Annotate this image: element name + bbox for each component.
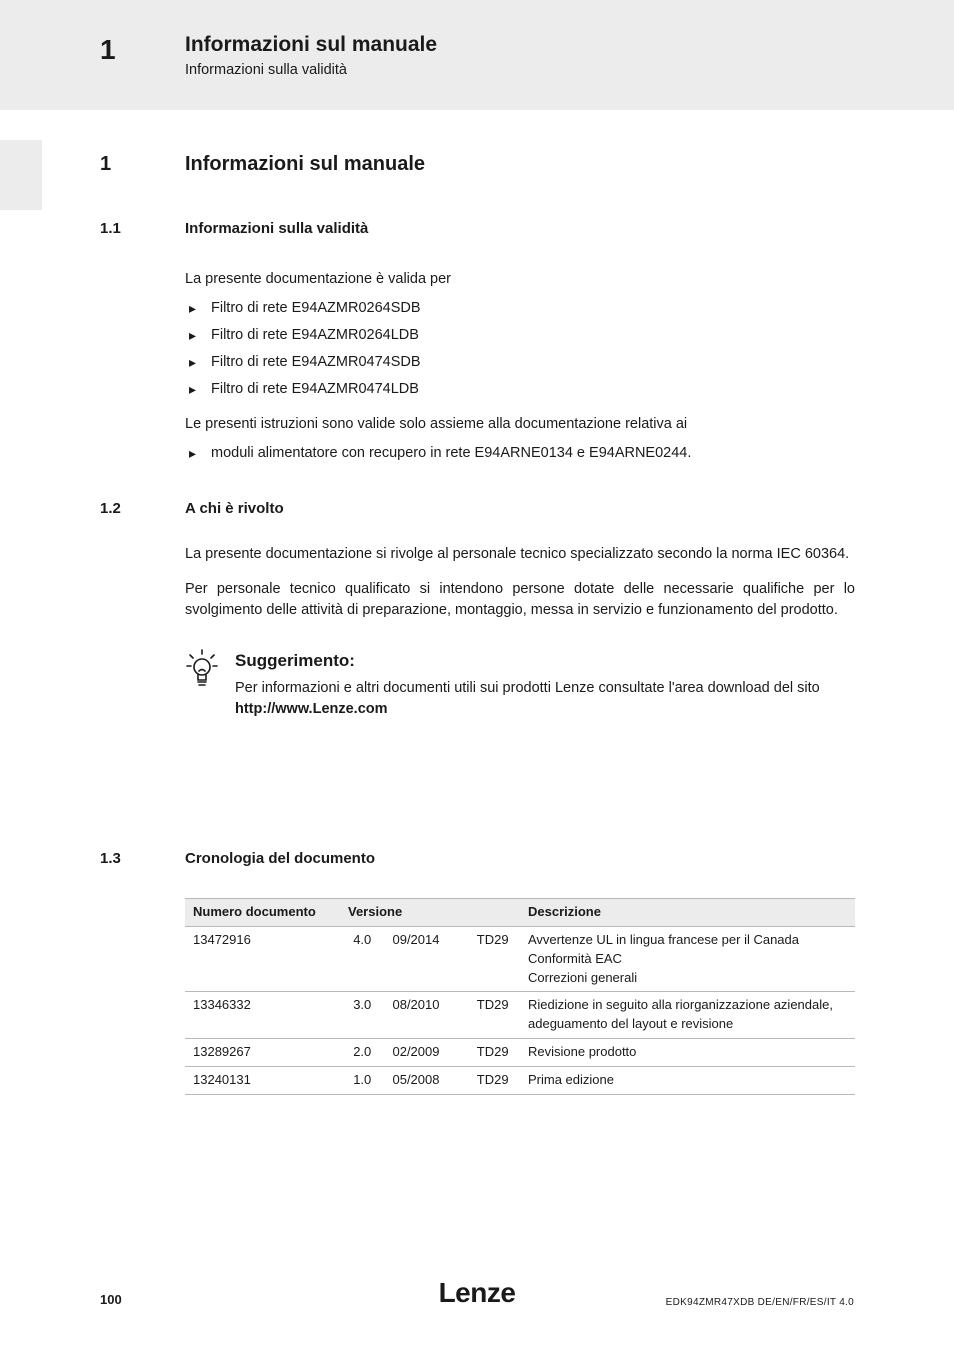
cell-date: 09/2014 [384,926,465,992]
side-tab [0,140,42,210]
validity-after: Le presenti istruzioni sono valide solo … [185,414,855,435]
subsection-number: 1.2 [100,498,170,520]
list-item: moduli alimentatore con recupero in rete… [185,443,855,464]
table-row: 13346332 3.0 08/2010 TD29 Riedizione in … [185,992,855,1039]
cell-date: 02/2009 [384,1039,465,1067]
validity-intro: La presente documentazione è valida per [185,269,855,290]
cell-date: 05/2008 [384,1066,465,1094]
list-item: Filtro di rete E94AZMR0264LDB [185,325,855,346]
tip-block: Suggerimento: Per informazioni e altri d… [185,649,855,720]
table-header: Numero documento [185,899,340,927]
table-row: 13472916 4.0 09/2014 TD29 Avvertenze UL … [185,926,855,992]
cell-desc: Avvertenze UL in lingua francese per il … [520,926,855,992]
cell-code: TD29 [465,1039,520,1067]
header-chapter-subtitle: Informazioni sulla validità [185,60,865,81]
list-item: Filtro di rete E94AZMR0264SDB [185,298,855,319]
subsection-title: Informazioni sulla validità [185,218,865,240]
page-number: 100 [100,1291,122,1310]
target-audience-p1: La presente documentazione si rivolge al… [185,544,855,565]
subsection-number: 1.1 [100,218,170,240]
cell-doc: 13346332 [185,992,340,1039]
table-row: 13240131 1.0 05/2008 TD29 Prima edizione [185,1066,855,1094]
lightbulb-icon [185,649,235,720]
list-item: Filtro di rete E94AZMR0474LDB [185,379,855,400]
tip-link[interactable]: http://www.Lenze.com [235,699,855,720]
cell-date: 08/2010 [384,992,465,1039]
header-chapter-number: 1 [100,30,170,71]
table-header: Versione [340,899,520,927]
cell-version: 4.0 [340,926,384,992]
header-chapter-title: Informazioni sul manuale [185,30,865,60]
document-id: EDK94ZMR47XDB DE/EN/FR/ES/IT 4.0 [666,1296,854,1311]
target-audience-p2: Per personale tecnico qualificato si int… [185,579,855,621]
validity-list-2: moduli alimentatore con recupero in rete… [185,443,855,464]
subsection-title: Cronologia del documento [185,848,865,870]
table-row: 13289267 2.0 02/2009 TD29 Revisione prod… [185,1039,855,1067]
table-header: Descrizione [520,899,855,927]
cell-version: 1.0 [340,1066,384,1094]
subsection-number: 1.3 [100,848,170,870]
validity-list: Filtro di rete E94AZMR0264SDB Filtro di … [185,298,855,400]
cell-doc: 13289267 [185,1039,340,1067]
tip-text: Per informazioni e altri documenti utili… [235,678,855,699]
cell-desc: Riedizione in seguito alla riorganizzazi… [520,992,855,1039]
cell-doc: 13472916 [185,926,340,992]
cell-code: TD29 [465,926,520,992]
document-history-table: Numero documento Versione Descrizione 13… [185,898,855,1095]
subsection-title: A chi è rivolto [185,498,865,520]
cell-desc: Revisione prodotto [520,1039,855,1067]
section-title: Informazioni sul manuale [185,150,865,179]
cell-code: TD29 [465,1066,520,1094]
list-item: Filtro di rete E94AZMR0474SDB [185,352,855,373]
section-number: 1 [100,150,170,179]
cell-version: 3.0 [340,992,384,1039]
cell-doc: 13240131 [185,1066,340,1094]
cell-version: 2.0 [340,1039,384,1067]
tip-title: Suggerimento: [235,649,855,674]
lenze-logo: Lenze [439,1273,516,1314]
cell-desc: Prima edizione [520,1066,855,1094]
cell-code: TD29 [465,992,520,1039]
